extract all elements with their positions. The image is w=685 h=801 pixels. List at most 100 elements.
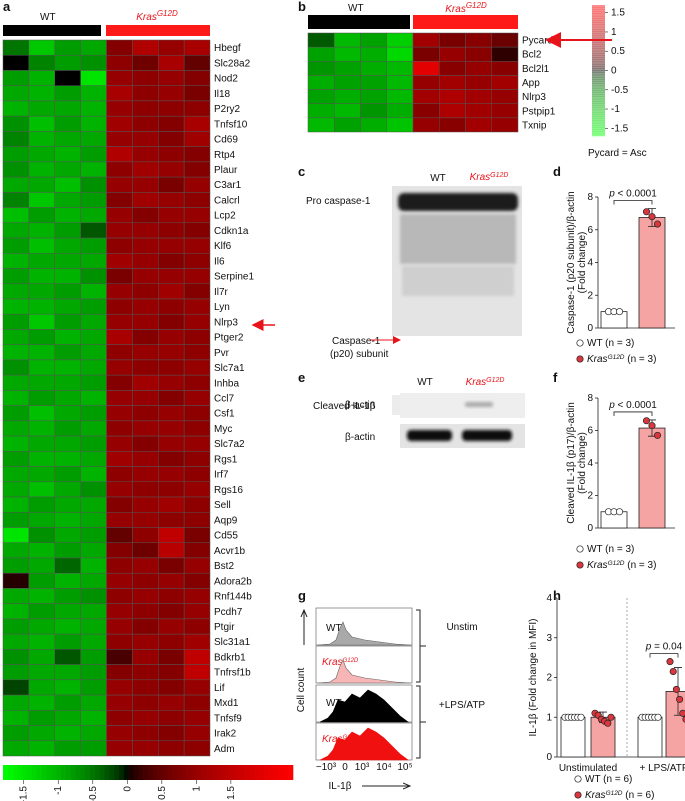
allele: G12D bbox=[608, 354, 625, 361]
heatmap-cell bbox=[307, 89, 335, 104]
heatmap-cell bbox=[183, 633, 211, 650]
y-axis-label: Caspase-1 (p20 subunit)/β-actin(Fold cha… bbox=[566, 191, 588, 334]
heatmap-cell bbox=[106, 222, 133, 239]
heatmap-cell bbox=[158, 710, 185, 726]
row-label: Slc7a2 bbox=[214, 439, 245, 450]
colorbar-step bbox=[186, 765, 192, 780]
heatmap-cell bbox=[80, 374, 107, 391]
heatmap-cell bbox=[80, 435, 107, 452]
heatmap-cell bbox=[54, 313, 81, 330]
heatmap-cell bbox=[386, 89, 414, 104]
heatmap-cell bbox=[28, 161, 55, 178]
colorbar-step bbox=[592, 96, 605, 100]
heatmap-cell bbox=[28, 557, 55, 574]
heatmap-cell bbox=[28, 420, 55, 437]
heatmap-cell bbox=[54, 481, 81, 498]
heatmap-cell bbox=[158, 603, 185, 620]
heatmap-cell bbox=[80, 207, 107, 224]
band-label: Caspase-1 bbox=[332, 336, 381, 347]
genotype: WT bbox=[587, 338, 602, 349]
heatmap-cell bbox=[106, 603, 133, 620]
colorbar-step bbox=[592, 105, 605, 108]
heatmap-cell bbox=[465, 117, 492, 133]
heatmap-cell bbox=[158, 405, 185, 422]
p-text: < 0.0001 bbox=[615, 188, 657, 199]
colorbar-step bbox=[592, 92, 605, 95]
heatmap-cell bbox=[334, 117, 361, 133]
heatmap-cell bbox=[158, 329, 185, 345]
sample-size: (n = 3) bbox=[602, 544, 634, 555]
colorbar-step bbox=[592, 120, 605, 124]
heatmap-cell bbox=[54, 405, 81, 422]
heatmap-cell bbox=[80, 603, 107, 620]
heatmap-cell bbox=[80, 313, 107, 330]
y-axis-label: Cleaved IL-1β (p17)/β-actin(Fold change) bbox=[566, 402, 588, 524]
row-label: Aqp9 bbox=[214, 515, 238, 526]
heatmap-cell bbox=[28, 344, 55, 361]
x-tick-label: 10⁵ bbox=[397, 762, 412, 773]
heatmap-cell bbox=[28, 176, 55, 193]
heatmap-cell bbox=[132, 192, 159, 208]
heatmap-cell bbox=[28, 512, 55, 528]
colorbar-step bbox=[592, 107, 605, 111]
legend-marker bbox=[576, 545, 584, 553]
heatmap-cell bbox=[106, 451, 133, 467]
bar bbox=[637, 716, 663, 758]
heatmap-cell bbox=[28, 359, 55, 376]
heatmap-cell bbox=[80, 161, 107, 178]
heatmap-cell bbox=[183, 618, 211, 635]
colorbar-tick-label: 1 bbox=[611, 27, 617, 38]
heatmap-cell bbox=[80, 481, 107, 498]
y-tick-label: 4 bbox=[587, 458, 593, 469]
heatmap-cell bbox=[28, 313, 55, 330]
heatmap-cell bbox=[158, 54, 185, 71]
row-label: Mxd1 bbox=[214, 698, 239, 709]
heatmap-cell bbox=[439, 46, 466, 62]
row-label: P2ry2 bbox=[214, 104, 241, 115]
colorbar-step bbox=[32, 765, 38, 780]
p-value: p < 0.0001 bbox=[608, 400, 657, 411]
heatmap-cell bbox=[2, 39, 30, 56]
heatmap-cell bbox=[28, 207, 55, 224]
colorbar-step bbox=[22, 765, 28, 780]
colorbar-step bbox=[592, 48, 605, 52]
heatmap-cell bbox=[132, 222, 159, 239]
heatmap-cell bbox=[158, 268, 185, 284]
smear bbox=[402, 266, 514, 296]
data-point bbox=[577, 713, 585, 721]
colorbar-step bbox=[157, 765, 163, 780]
heatmap-cell bbox=[412, 103, 440, 119]
colorbar-step bbox=[75, 765, 81, 780]
heatmap-cell bbox=[106, 100, 133, 117]
heatmap-cell bbox=[439, 89, 466, 104]
heatmap-cell bbox=[132, 496, 159, 513]
row-label: WT bbox=[326, 623, 342, 634]
panel-label: c bbox=[298, 164, 305, 179]
gene-name: Kras bbox=[587, 354, 608, 365]
band bbox=[462, 430, 512, 441]
significance-bracket bbox=[613, 411, 653, 416]
heatmap-cell bbox=[106, 405, 133, 422]
heatmap-cell bbox=[28, 100, 55, 117]
heatmap-cell bbox=[439, 75, 466, 90]
row-label: Cd69 bbox=[214, 135, 238, 146]
heatmap-cell bbox=[132, 466, 159, 483]
y-axis-label: IL-1β (Fold change in MFI) bbox=[528, 618, 539, 736]
colorbar-step bbox=[99, 765, 105, 780]
heatmap-cell bbox=[158, 344, 185, 361]
heatmap-cell bbox=[80, 740, 107, 757]
heatmap-cell bbox=[2, 329, 30, 345]
heatmap-cell bbox=[106, 557, 133, 574]
heatmap-cell bbox=[2, 588, 30, 604]
heatmap-cell bbox=[106, 146, 133, 163]
colorbar-step bbox=[592, 29, 605, 32]
colorbar-step bbox=[592, 18, 605, 21]
heatmap-cell bbox=[106, 710, 133, 726]
colorbar-step bbox=[592, 101, 605, 104]
heatmap-cell bbox=[183, 603, 211, 620]
heatmap-cell bbox=[2, 481, 30, 498]
colorbar-tick-label: 0.5 bbox=[611, 46, 625, 57]
heatmap-cell bbox=[54, 618, 81, 635]
row-label: Bcl2l1 bbox=[522, 64, 550, 75]
row-label: Adora2b bbox=[214, 576, 252, 587]
